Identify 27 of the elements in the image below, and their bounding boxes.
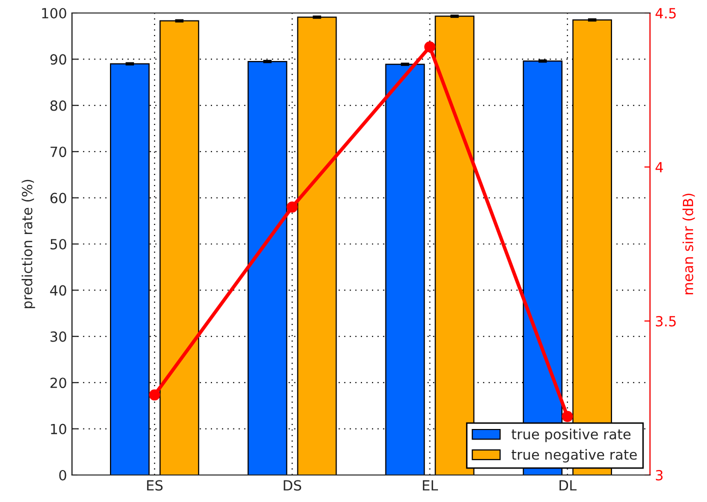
y-tick-label: 0 — [59, 470, 66, 480]
x-tick-label: ES — [147, 480, 163, 491]
y-tick-label: 90 — [50, 54, 66, 65]
y-tick-label: 50 — [50, 238, 66, 250]
y2-tick-label: 3 — [656, 470, 663, 480]
y-tick-label: 40 — [50, 285, 66, 296]
y-tick-label: 10 — [50, 424, 66, 434]
y-tick-label: 60 — [50, 192, 66, 204]
x-tick-label: DS — [284, 480, 302, 491]
legend-label: true negative rate — [512, 449, 637, 462]
point — [562, 410, 573, 422]
y2-tick-label: 3.5 — [656, 316, 676, 326]
y2-tick-label: 4 — [656, 162, 663, 172]
y-tick-label: 20 — [50, 378, 66, 388]
legend-label: true positive rate — [512, 428, 630, 442]
y-axis-title: prediction rate (%) — [22, 180, 36, 308]
y2-tick-label: 4.5 — [656, 8, 676, 18]
y-tick-label: 70 — [50, 146, 66, 158]
y2-axis-title: mean sinr (dB) — [682, 194, 695, 294]
point — [149, 389, 160, 400]
point — [424, 41, 436, 52]
point — [286, 201, 298, 213]
y-tick-label: 100 — [42, 8, 66, 18]
y-tick-label: 30 — [50, 331, 66, 342]
y-tick-label: 80 — [50, 100, 66, 111]
x-tick-label: EL — [422, 480, 438, 490]
x-tick-label: DL — [560, 480, 577, 490]
